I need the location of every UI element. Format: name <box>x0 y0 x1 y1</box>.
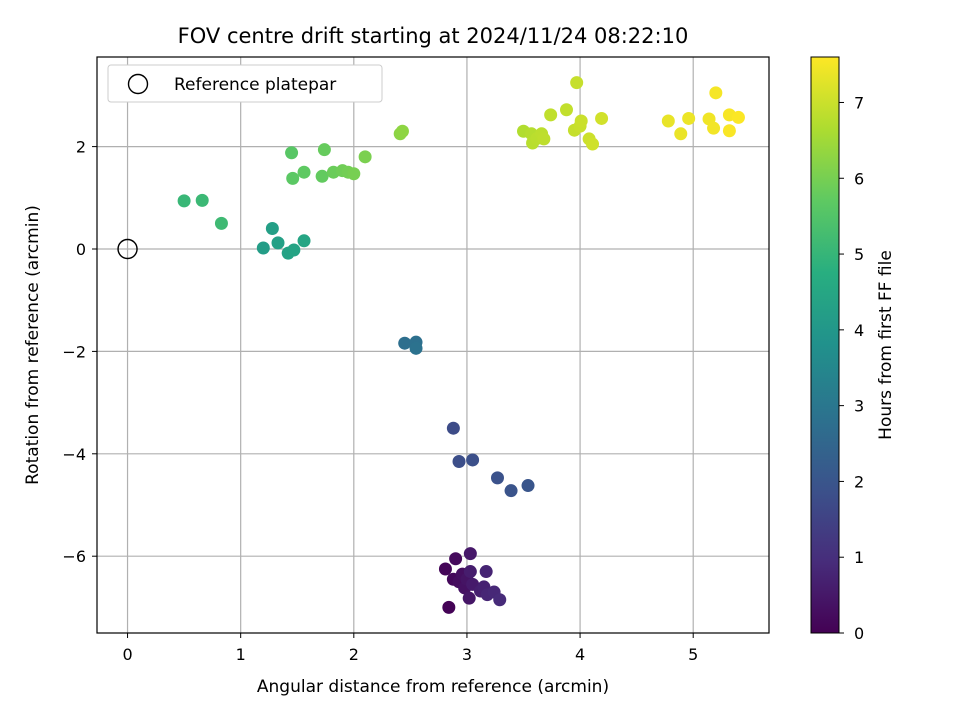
data-point <box>463 565 477 579</box>
y-axis-label: Rotation from reference (arcmin) <box>23 205 43 485</box>
data-point <box>595 111 609 125</box>
data-point <box>674 127 688 141</box>
data-point <box>493 593 507 607</box>
y-tick-label: −6 <box>62 547 86 566</box>
data-point <box>661 114 675 128</box>
data-point <box>463 547 477 561</box>
data-point <box>544 108 558 122</box>
data-point <box>256 241 270 255</box>
chart-title: FOV centre drift starting at 2024/11/24 … <box>178 24 689 48</box>
data-point <box>490 471 504 485</box>
reference-platepar-marker <box>117 238 138 260</box>
x-tick-label: 0 <box>122 645 132 664</box>
data-point <box>452 454 466 468</box>
data-point <box>707 121 721 135</box>
colorbar-tick-label: 1 <box>854 548 864 567</box>
data-point <box>358 150 372 164</box>
data-point <box>722 124 736 138</box>
colorbar-ticks: 0 1 2 3 4 5 6 7 <box>839 93 864 643</box>
reference-marker-layer <box>117 238 138 260</box>
data-point <box>466 453 480 467</box>
data-point <box>479 565 493 579</box>
data-point <box>177 194 191 208</box>
data-point <box>462 591 476 605</box>
x-tick-label: 3 <box>462 645 472 664</box>
grid-lines <box>97 57 769 633</box>
data-point <box>347 167 361 181</box>
data-point <box>521 479 535 493</box>
data-point <box>286 171 300 185</box>
data-point <box>682 111 696 125</box>
data-point <box>537 132 551 146</box>
legend-marker-icon <box>127 73 149 95</box>
data-point <box>265 222 279 236</box>
x-tick-label: 5 <box>688 645 698 664</box>
colorbar-tick-label: 4 <box>854 321 864 340</box>
colorbar-tick-label: 0 <box>854 624 864 643</box>
legend-box <box>107 64 383 103</box>
colorbar-tick-label: 5 <box>854 245 864 264</box>
legend: Reference platepar <box>107 64 383 103</box>
colorbar-gradient <box>810 56 840 634</box>
data-point <box>214 216 228 230</box>
data-point <box>446 421 460 435</box>
y-tick-label: 2 <box>76 138 86 157</box>
data-point <box>559 103 573 117</box>
y-tick-label: −4 <box>62 445 86 464</box>
data-points <box>177 76 745 614</box>
colorbar-label: Hours from first FF file <box>876 250 896 440</box>
data-point <box>504 484 518 498</box>
data-point <box>398 336 412 350</box>
data-point <box>570 76 584 90</box>
legend-entry-reference-platepar: Reference platepar <box>174 75 336 95</box>
y-tick-label: −2 <box>62 342 86 361</box>
data-point <box>317 143 331 157</box>
colorbar-tick-label: 6 <box>854 169 864 188</box>
data-point <box>409 341 423 355</box>
data-point <box>315 169 329 183</box>
data-point <box>438 562 452 576</box>
data-point <box>297 165 311 179</box>
x-axis-ticks: 0 1 2 3 4 5 <box>122 633 698 664</box>
data-point <box>574 114 588 128</box>
colorbar-tick-label: 2 <box>854 472 864 491</box>
colorbar-tick-label: 3 <box>854 397 864 416</box>
x-tick-label: 4 <box>575 645 585 664</box>
y-tick-label: 0 <box>76 240 86 259</box>
data-point <box>297 234 311 248</box>
data-point <box>195 193 209 207</box>
x-tick-label: 1 <box>236 645 246 664</box>
data-point <box>395 124 409 138</box>
data-point <box>285 146 299 160</box>
data-point <box>731 110 745 124</box>
data-point <box>287 243 301 257</box>
data-point <box>442 600 456 614</box>
x-axis-label: Angular distance from reference (arcmin) <box>257 677 609 697</box>
plot-area-frame <box>96 56 770 634</box>
y-axis-ticks: −6 −4 −2 0 2 <box>62 138 97 566</box>
data-point <box>449 552 463 566</box>
data-point <box>709 86 723 100</box>
data-point <box>586 137 600 151</box>
x-tick-label: 2 <box>349 645 359 664</box>
data-point <box>271 236 285 250</box>
colorbar: 0 1 2 3 4 5 6 7 Hours from first FF file <box>810 56 896 643</box>
colorbar-tick-label: 7 <box>854 93 864 112</box>
